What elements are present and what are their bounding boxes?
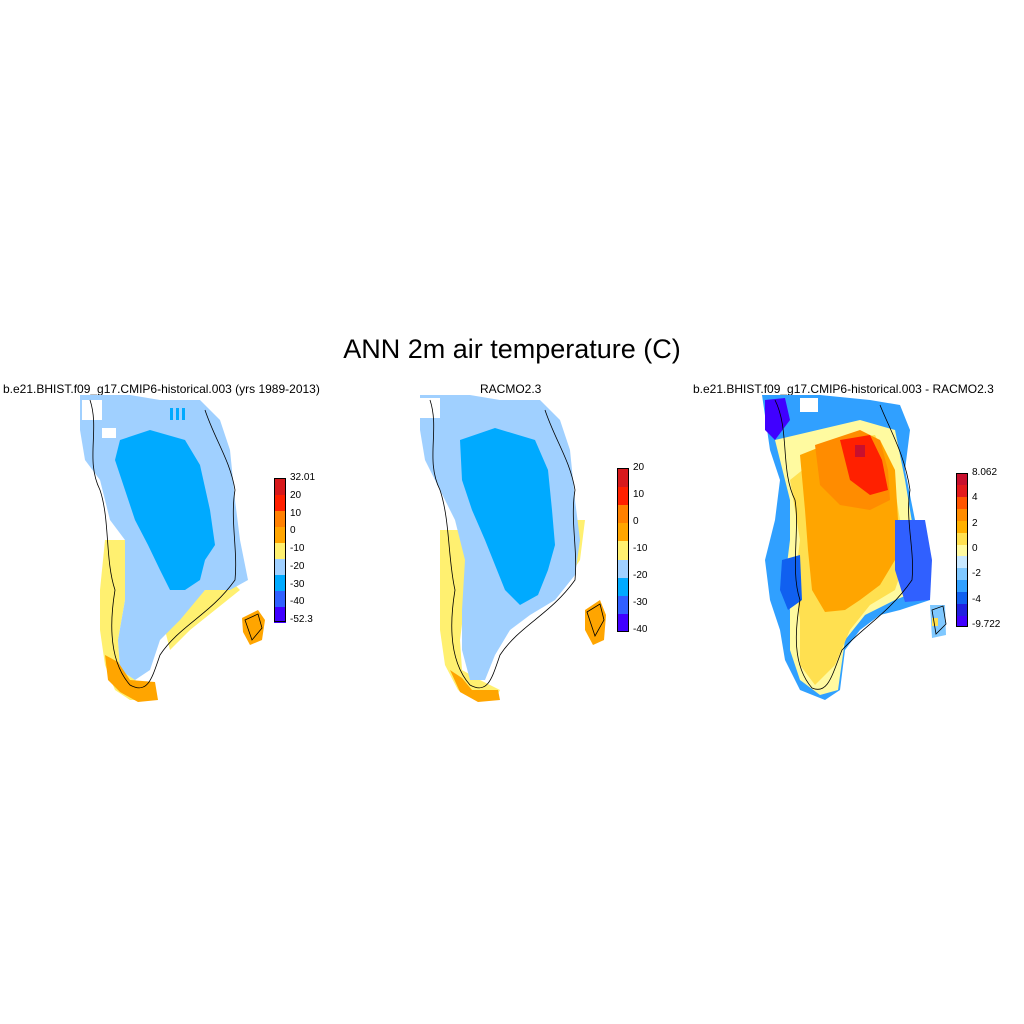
colorbar-segment [617, 522, 629, 542]
colorbar-segment [956, 496, 968, 510]
colorbar-segment [617, 486, 629, 505]
colorbar-segment [617, 595, 629, 615]
panel-title-model: b.e21.BHIST.f09_g17.CMIP6-historical.003… [3, 382, 320, 396]
colorbar-diff-box [956, 473, 968, 627]
map-diff-cells [762, 395, 946, 700]
colorbar-segment [956, 603, 968, 616]
colorbar-label: 10 [290, 507, 302, 519]
colorbar-segment [956, 544, 968, 557]
colorbar-model: 32.01 20 10 0 -10 -20 -30 -40 -52.3 [274, 472, 315, 625]
colorbar-segment [617, 540, 629, 560]
figure-title: ANN 2m air temperature (C) [343, 334, 681, 364]
colorbar-label: -9.722 [972, 619, 1001, 630]
colorbar-label: -40 [290, 596, 305, 608]
colorbar-segment [956, 615, 968, 628]
colorbar-racmo-box [617, 468, 629, 632]
colorbar-segment [274, 526, 286, 543]
colorbar-segment [274, 606, 286, 623]
colorbar-segment [956, 567, 968, 581]
colorbar-model-box [274, 478, 286, 622]
colorbar-segment [274, 478, 286, 495]
colorbar-segment [274, 558, 286, 575]
colorbar-segment [956, 591, 968, 604]
colorbar-label: -30 [633, 597, 648, 608]
colorbar-segment [956, 520, 968, 533]
colorbar-segment [956, 579, 968, 592]
colorbar-label: -20 [633, 570, 648, 581]
colorbar-racmo: 20 10 0 -10 -20 -30 -40 [617, 462, 647, 635]
colorbar-segment [956, 508, 968, 521]
colorbar-label: 32.01 [290, 472, 316, 483]
colorbar-segment [617, 559, 629, 578]
map-racmo-cells [420, 395, 606, 702]
panel-title-racmo: RACMO2.3 [480, 382, 542, 396]
colorbar-segment [274, 590, 286, 607]
colorbar-label: -2 [972, 568, 981, 580]
colorbar-label: 20 [633, 462, 645, 473]
colorbar-segment [274, 574, 286, 591]
colorbar-segment [274, 542, 286, 559]
colorbar-label: 0 [290, 525, 296, 537]
colorbar-label: 10 [633, 489, 645, 500]
coastline-diff [774, 399, 913, 690]
colorbar-segment [617, 504, 629, 524]
colorbar-diff: 8.062 4 2 0 -2 -4 -9.722 [956, 467, 1000, 630]
colorbar-segment [274, 510, 286, 527]
colorbar-label: -10 [633, 543, 648, 554]
colorbar-label: -40 [633, 624, 648, 635]
colorbar-label: 20 [290, 489, 302, 501]
colorbar-segment [956, 484, 968, 498]
coastline-model [89, 399, 237, 689]
colorbar-label: -20 [290, 560, 305, 572]
colorbar-segment [956, 555, 968, 569]
colorbar-label: 2 [972, 517, 978, 529]
colorbar-label: 0 [633, 516, 639, 527]
colorbar-segment [617, 468, 629, 487]
colorbar-label: -4 [972, 593, 981, 605]
colorbar-segment [274, 494, 286, 511]
colorbar-label: -52.3 [290, 614, 313, 625]
colorbar-segment [617, 613, 629, 633]
colorbar-segment [617, 577, 629, 597]
colorbar-segment [956, 473, 968, 486]
colorbar-segment [956, 532, 968, 545]
colorbar-label: -10 [290, 543, 305, 554]
colorbar-label: -30 [290, 578, 305, 590]
coastline-racmo [429, 399, 577, 689]
colorbar-label: 8.062 [972, 467, 998, 478]
colorbar-label: 4 [972, 492, 978, 504]
panel-title-diff: b.e21.BHIST.f09_g17.CMIP6-historical.003… [693, 382, 994, 396]
colorbar-label: 0 [972, 543, 978, 554]
